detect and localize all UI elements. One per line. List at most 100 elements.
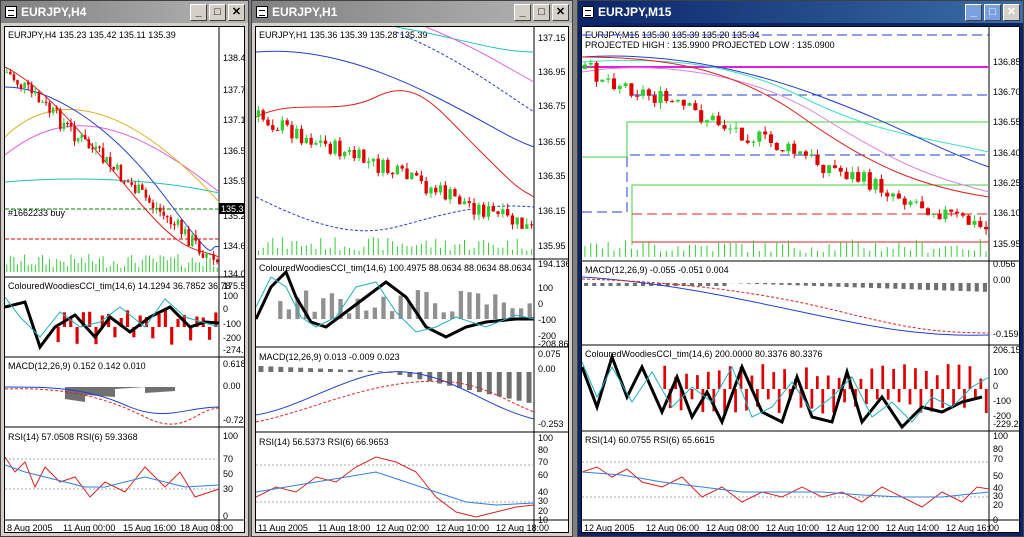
candle-body <box>405 168 409 179</box>
candle-body <box>763 131 768 135</box>
candle-body <box>191 235 194 247</box>
rsi-tick: 70 <box>538 457 548 467</box>
candle-body <box>116 164 119 170</box>
price-tick: 136.95 <box>538 67 566 77</box>
ma-cyan <box>5 178 220 194</box>
candle-body <box>641 89 646 96</box>
rsi-tick: 20 <box>538 506 548 516</box>
chart-window-h4[interactable]: EURJPY,H4 _ □ ✕ EURJPY,H4 135.23 135.42 … <box>0 0 249 537</box>
cci-tick: -200 <box>223 333 241 343</box>
macd-tick: 0.618 <box>223 359 245 369</box>
cci-tick: -229.281 <box>993 419 1020 429</box>
candle-body <box>362 149 366 163</box>
macd-tick: -0.159 <box>993 329 1019 339</box>
maximize-button[interactable]: □ <box>209 3 226 21</box>
candle-body <box>205 253 208 258</box>
time-tick: 12 Aug 16:00 <box>946 523 999 533</box>
candle-body <box>515 217 519 225</box>
candle-body <box>23 82 26 89</box>
cci-header: ColouredWoodiesCCI_tim(14,6) 14.1294 36.… <box>8 281 230 291</box>
close-button[interactable]: ✕ <box>228 3 245 21</box>
candle-body <box>410 172 414 179</box>
candle-body <box>486 206 491 217</box>
candle-body <box>780 150 785 152</box>
candle-body <box>658 91 663 103</box>
cci-header: ColouredWoodiesCCI_tim(14,6) 200.0000 80… <box>585 349 823 359</box>
price-tick: 136.25 <box>993 178 1020 188</box>
rsi-tick: 80 <box>538 445 548 455</box>
price-tick: 136.85 <box>993 57 1020 67</box>
price-tick: 135.95 <box>538 241 566 251</box>
candle-body <box>844 171 849 180</box>
candle-body <box>606 78 611 80</box>
minimize-button[interactable]: _ <box>514 3 531 21</box>
chart-window-m15[interactable]: EURJPY,M15 _ □ ✕ EURJPY,M15 135.30 135.3… <box>577 0 1024 537</box>
candle-body <box>108 157 112 167</box>
candle-body <box>529 224 534 226</box>
candle-body <box>41 101 44 103</box>
candle-body <box>44 101 48 104</box>
candle-body <box>73 126 76 142</box>
rsi-tick: 70 <box>993 454 1003 464</box>
chart-svg: EURJPY,M15 135.30 135.39 135.20 135.34 P… <box>582 27 1020 533</box>
time-tick: 12 Aug 08:00 <box>706 523 759 533</box>
time-tick: 11 Aug 18:00 <box>318 523 370 533</box>
candle-body <box>675 99 680 102</box>
candle-body <box>757 131 762 142</box>
close-button[interactable]: ✕ <box>552 3 569 21</box>
cci-tick: 206.1563 <box>993 345 1020 355</box>
ma-red <box>582 56 990 198</box>
window-title: EURJPY,M15 <box>598 5 672 19</box>
price-tick: 136.10 <box>993 208 1020 218</box>
rsi-tick: 100 <box>993 431 1008 441</box>
macd-header: MACD(12,26,9) 0.013 -0.009 0.023 <box>259 352 400 362</box>
close-button[interactable]: ✕ <box>1003 3 1020 21</box>
candle-body <box>600 79 605 82</box>
maximize-button[interactable]: □ <box>984 3 1001 21</box>
rsi-header: RSI(14) 57.0508 RSI(6) 59.3368 <box>8 432 138 442</box>
candle-body <box>966 215 971 225</box>
candle-body <box>155 207 158 209</box>
title-bar[interactable]: EURJPY,M15 _ □ ✕ <box>578 1 1023 23</box>
candle-body <box>76 137 80 142</box>
price-tick: 134.65 <box>223 241 245 251</box>
candle-body <box>347 150 352 153</box>
maximize-button[interactable]: □ <box>533 3 550 21</box>
macd-line <box>256 371 535 420</box>
candle-body <box>94 146 98 150</box>
rsi-tick: 100 <box>538 433 553 443</box>
candle-body <box>520 217 524 229</box>
ma-magenta <box>5 125 220 193</box>
chart-area[interactable]: EURJPY,H1 135.36 135.39 135.28 135.39 13… <box>255 26 569 533</box>
candle-body <box>588 62 593 65</box>
minimize-button[interactable]: _ <box>965 3 982 21</box>
envelope-cyan <box>395 27 535 53</box>
chart-area[interactable]: EURJPY,H4 135.23 135.42 135.11 135.39 13… <box>4 26 245 533</box>
title-bar[interactable]: EURJPY,H1 _ □ ✕ <box>252 1 572 23</box>
chart-area[interactable]: EURJPY,M15 135.30 135.39 135.20 135.34 P… <box>581 26 1020 533</box>
candle-body <box>314 142 318 145</box>
title-bar[interactable]: EURJPY,H4 _ □ ✕ <box>1 1 248 23</box>
candle-body <box>438 185 443 193</box>
candle-body <box>728 128 733 130</box>
candle-body <box>333 140 337 154</box>
candle-body <box>481 204 486 217</box>
candle-body <box>173 224 176 226</box>
macd-tick: 0.056 <box>993 259 1016 269</box>
rsi-tick: 50 <box>993 471 1003 481</box>
chart-window-h1[interactable]: EURJPY,H1 _ □ ✕ EURJPY,H1 135.36 135.39 … <box>251 0 573 537</box>
candle-body <box>166 215 169 218</box>
candle-body <box>623 83 628 87</box>
candle-body <box>194 235 198 241</box>
macd-header: MACD(12,26,9) -0.055 -0.051 0.004 <box>585 265 729 275</box>
time-tick: 12 Aug 18:00 <box>496 523 549 533</box>
rsi-header: RSI(14) 60.0755 RSI(6) 65.6615 <box>585 435 715 445</box>
minimize-button[interactable]: _ <box>190 3 207 21</box>
candle-body <box>133 184 137 193</box>
candle-body <box>37 92 41 103</box>
candle-body <box>594 62 599 82</box>
candle-body <box>395 165 400 175</box>
macd-signal <box>582 278 990 334</box>
candle-body <box>180 219 183 235</box>
candle-body <box>635 95 640 97</box>
